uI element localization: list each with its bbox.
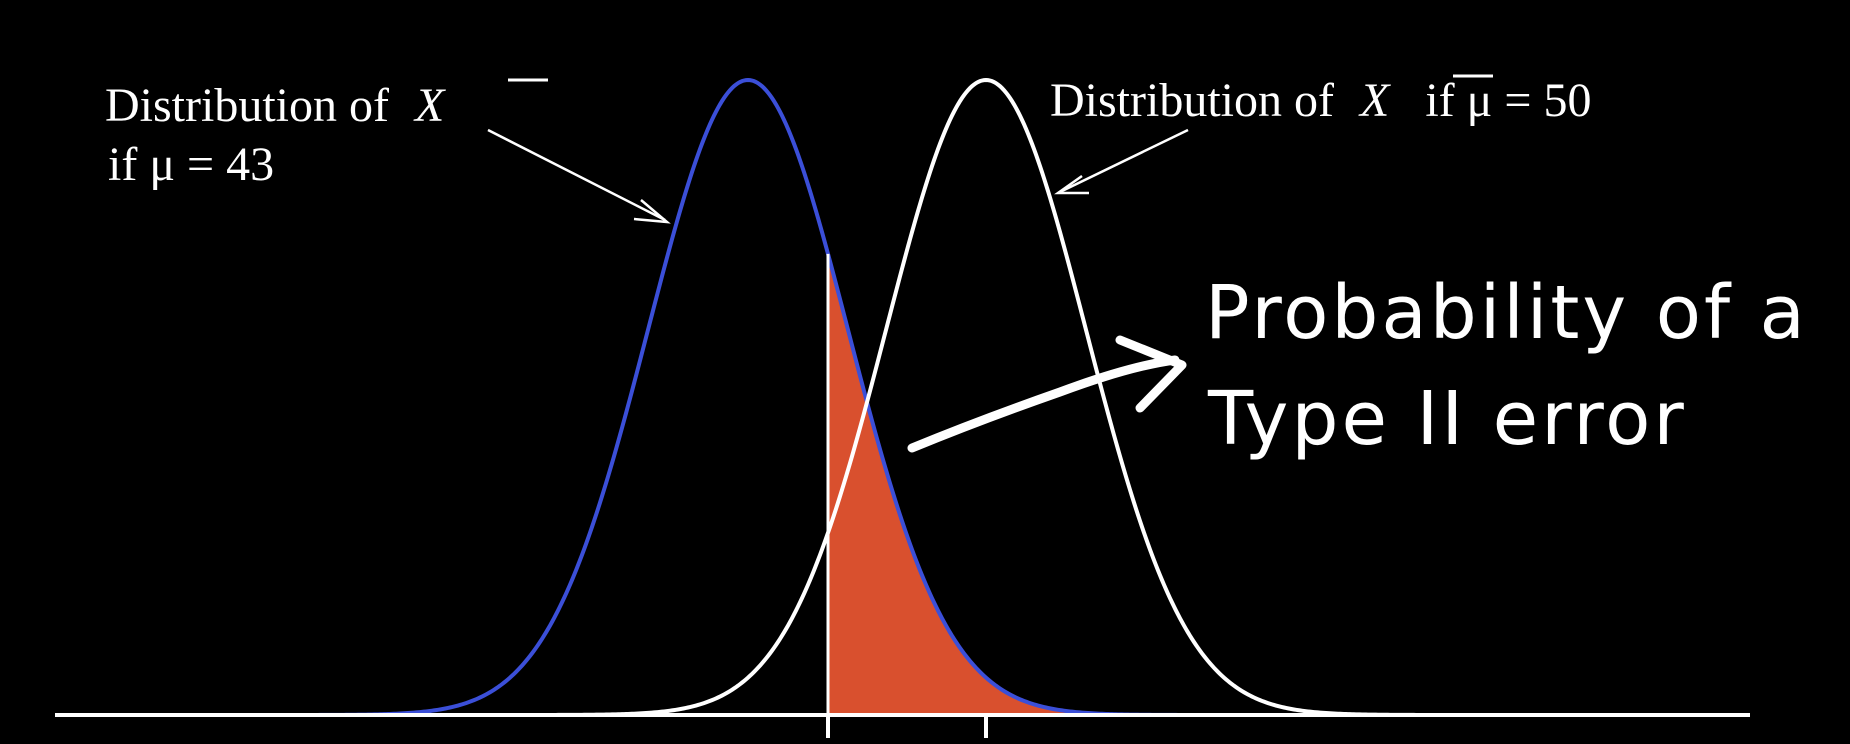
left-distribution-label: Distribution of X — [105, 79, 446, 132]
annotation-line-1: Probability of a — [1205, 270, 1808, 356]
right-label-arrow — [1054, 128, 1189, 195]
left-distribution-condition: if μ = 43 — [108, 138, 274, 191]
left-label-arrow — [487, 128, 671, 224]
annotation-arrow — [907, 335, 1187, 453]
right-distribution-label: Distribution of X if μ = 50 — [1050, 74, 1591, 127]
type-ii-error-region — [828, 253, 1745, 715]
annotation-line-2: Type II error — [1207, 376, 1687, 462]
